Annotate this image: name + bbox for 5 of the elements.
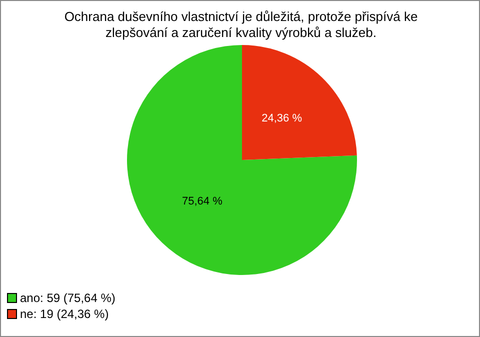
legend-label: ne: 19 (24,36 %): [20, 306, 109, 322]
legend-label: ano: 59 (75,64 %): [20, 290, 116, 306]
data-label: 75,64 %: [182, 196, 223, 208]
chart-title: Ochrana duševního vlastnictví je důležitá, protože přispívá ke zlepšování a zaručení kvality výrobků a služeb.: [63, 9, 419, 41]
data-label: 24,36 %: [262, 112, 302, 125]
